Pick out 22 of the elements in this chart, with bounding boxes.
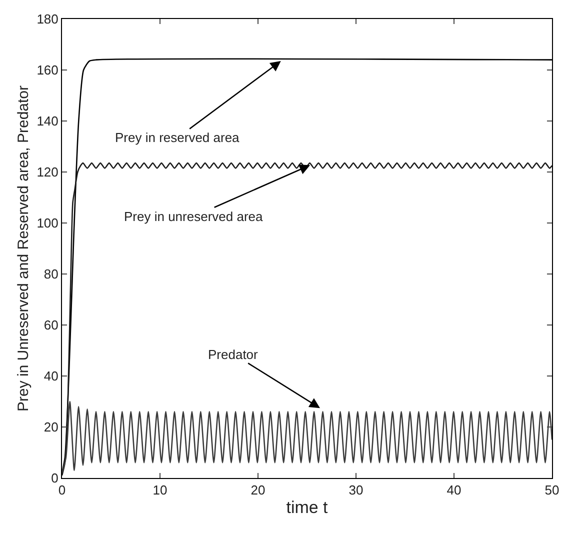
x-tick-label: 40: [446, 482, 462, 498]
y-tick-label: 40: [44, 368, 58, 384]
x-tick-label: 50: [544, 482, 560, 498]
line-series: [62, 400, 552, 474]
y-axis-title: Prey in Unreserved and Reserved area, Predator: [14, 85, 32, 412]
y-tick-label: 20: [44, 420, 58, 435]
x-axis-title: time t: [286, 498, 328, 517]
y-tick-label: 180: [36, 12, 58, 27]
x-tick-label: 10: [152, 482, 168, 498]
y-tick-label: 0: [51, 470, 58, 486]
x-tick-label: 30: [348, 482, 364, 498]
annotation: Predator: [208, 347, 259, 362]
line-series: [62, 162, 552, 476]
y-tick-label: 60: [44, 318, 58, 333]
y-tick-label: 100: [36, 216, 58, 231]
annotation: Prey in reserved area: [115, 130, 240, 145]
x-tick-label: 20: [250, 482, 266, 498]
y-tick-label: 80: [44, 266, 58, 282]
y-tick-label: 120: [36, 164, 58, 180]
annotation: Prey in unreserved area: [124, 209, 264, 224]
y-tick-label: 160: [36, 62, 58, 78]
y-tick-label: 140: [36, 114, 58, 129]
